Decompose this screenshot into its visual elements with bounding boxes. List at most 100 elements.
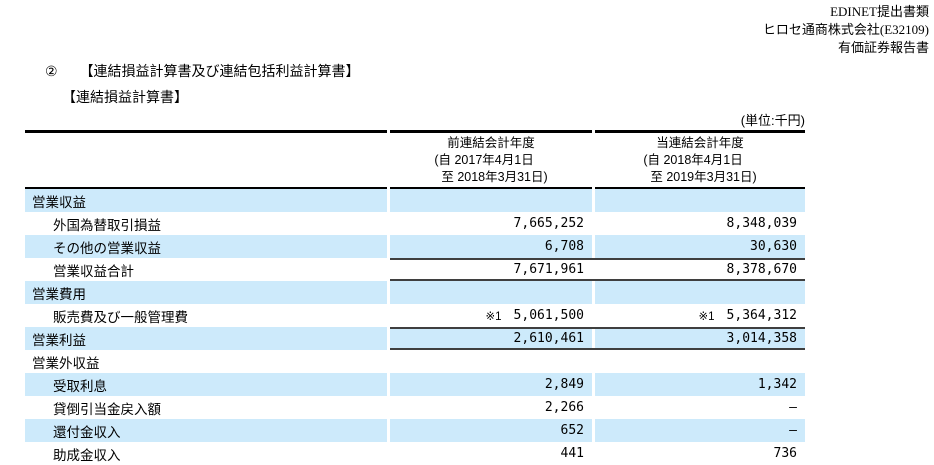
table-top-border (25, 130, 805, 133)
prev-year-amount-cell: 652 (390, 419, 592, 442)
curr-year-amount: 30,630 (750, 239, 797, 254)
section-heading-marker: ② (45, 63, 58, 79)
table-row: 営業利益 2,610,461 3,014,358 (25, 327, 805, 350)
curr-year-amount: 736 (773, 446, 797, 461)
column-gap (387, 235, 390, 258)
prev-year-amount: 7,665,252 (513, 216, 584, 231)
curr-year-amount-cell (592, 350, 805, 373)
column-gap (387, 133, 390, 187)
note-marker: ※1 (698, 310, 715, 323)
document-header-company: ヒロセ通商株式会社(E32109) (762, 22, 929, 37)
curr-year-amount-cell: ― (592, 419, 805, 442)
column-gap (387, 350, 390, 373)
prev-year-amount: 2,610,461 (513, 331, 584, 346)
note-marker: ※1 (485, 310, 502, 323)
income-statement-table: 前連結会計年度 (自 2017年4月1日 至 2018年3月31日) 当連結会計… (25, 130, 805, 465)
row-label: 貸倒引当金戻入額 (53, 401, 161, 417)
curr-year-amount: 8,378,670 (726, 262, 797, 277)
row-label: 営業収益 (32, 194, 86, 210)
prev-year-amount-cell (390, 350, 592, 373)
column-period: (自 2017年4月1日 至 2018年3月31日) (434, 152, 548, 184)
curr-year-amount-cell: 8,348,039 (592, 212, 805, 235)
curr-year-amount-cell: 1,342 (592, 373, 805, 396)
column-gap (387, 396, 390, 419)
statement-subheading: 【連結損益計算書】 (62, 89, 188, 105)
table-row: 営業収益 (25, 189, 805, 212)
prev-year-amount-cell (390, 189, 592, 212)
curr-year-amount: 5,364,312 (726, 308, 797, 323)
curr-year-amount-cell: ― (592, 396, 805, 419)
column-gap (387, 212, 390, 235)
table-row: 助成金収入 441 736 (25, 442, 805, 465)
row-label: 販売費及び一般管理費 (53, 309, 188, 325)
document-header: EDINET提出書類 ヒロセ通商株式会社(E32109) 有価証券報告書 (0, 0, 934, 57)
column-gap (387, 373, 390, 396)
curr-year-amount: ― (789, 400, 797, 415)
prev-year-amount-cell: 7,671,961 (390, 260, 592, 279)
row-label: 受取利息 (53, 378, 107, 394)
table-row: 営業外収益 (25, 350, 805, 373)
column-gap (387, 304, 390, 327)
table-header-border (25, 187, 805, 189)
table-header-row: 前連結会計年度 (自 2017年4月1日 至 2018年3月31日) 当連結会計… (25, 133, 805, 187)
column-gap (387, 189, 390, 212)
prev-year-amount-cell: 6,708 (390, 235, 592, 258)
table-row: 営業収益合計 7,671,961 8,378,670 (25, 258, 805, 281)
prev-year-amount-cell (390, 281, 592, 304)
curr-year-amount-cell (592, 281, 805, 304)
column-gap (387, 419, 390, 442)
row-label: 営業外収益 (32, 355, 100, 371)
table-row: 還付金収入 652 ― (25, 419, 805, 442)
row-label: 外国為替取引損益 (53, 217, 161, 233)
column-title: 前連結会計年度 (447, 135, 535, 150)
unit-label: (単位:千円) (740, 113, 805, 128)
table-row: 貸倒引当金戻入額 2,266 ― (25, 396, 805, 419)
prev-year-amount: 7,671,961 (513, 262, 584, 277)
document-header-report: 有価証券報告書 (837, 40, 929, 55)
prev-year-amount: 441 (560, 446, 584, 461)
prev-year-amount: 652 (560, 423, 584, 438)
prev-year-amount-cell: 2,610,461 (390, 329, 592, 348)
table-row: 外国為替取引損益 7,665,252 8,348,039 (25, 212, 805, 235)
header-empty-cell (25, 133, 387, 187)
prev-year-amount: 5,061,500 (513, 308, 584, 323)
table-row: その他の営業収益 6,708 30,630 (25, 235, 805, 258)
curr-year-amount-cell: ※1 5,364,312 (592, 304, 805, 327)
section-heading: ② 【連結損益計算書及び連結包括利益計算書】 (45, 62, 934, 80)
prev-year-amount-cell: 7,665,252 (390, 212, 592, 235)
curr-year-amount: 1,342 (757, 377, 797, 392)
curr-year-amount-cell: 30,630 (592, 235, 805, 258)
row-label: 営業利益 (32, 332, 86, 348)
table-row: 受取利息 2,849 1,342 (25, 373, 805, 396)
prev-year-amount-cell: 2,266 (390, 396, 592, 419)
row-label: その他の営業収益 (53, 240, 161, 256)
table-row: 営業費用 (25, 281, 805, 304)
column-gap (387, 258, 390, 281)
column-gap (387, 327, 390, 350)
row-label: 営業費用 (32, 286, 86, 302)
curr-year-amount-cell (592, 189, 805, 212)
column-header-current-year: 当連結会計年度 (自 2018年4月1日 至 2019年3月31日) (592, 133, 805, 187)
curr-year-amount: 8,348,039 (726, 216, 797, 231)
prev-year-amount: 2,266 (544, 400, 584, 415)
column-period: (自 2018年4月1日 至 2019年3月31日) (643, 152, 757, 184)
prev-year-amount-cell: ※1 5,061,500 (390, 304, 592, 327)
row-label: 助成金収入 (53, 447, 121, 463)
curr-year-amount-cell: 3,014,358 (592, 329, 805, 348)
column-gap (387, 281, 390, 304)
row-label: 還付金収入 (53, 424, 121, 440)
prev-year-amount: 6,708 (544, 239, 584, 254)
curr-year-amount-cell: 736 (592, 442, 805, 465)
column-title: 当連結会計年度 (656, 135, 744, 150)
prev-year-amount: 2,849 (544, 377, 584, 392)
row-label: 営業収益合計 (53, 263, 134, 279)
curr-year-amount: ― (789, 423, 797, 438)
document-header-type: EDINET提出書類 (830, 4, 929, 19)
curr-year-amount: 3,014,358 (726, 331, 797, 346)
column-header-previous-year: 前連結会計年度 (自 2017年4月1日 至 2018年3月31日) (390, 133, 592, 187)
curr-year-amount-cell: 8,378,670 (592, 260, 805, 279)
table-row: 販売費及び一般管理費 ※1 5,061,500 ※1 5,364,312 (25, 304, 805, 327)
prev-year-amount-cell: 2,849 (390, 373, 592, 396)
table-body: 営業収益 外国為替取引損益 7,665,252 8,348,03 (25, 189, 805, 465)
